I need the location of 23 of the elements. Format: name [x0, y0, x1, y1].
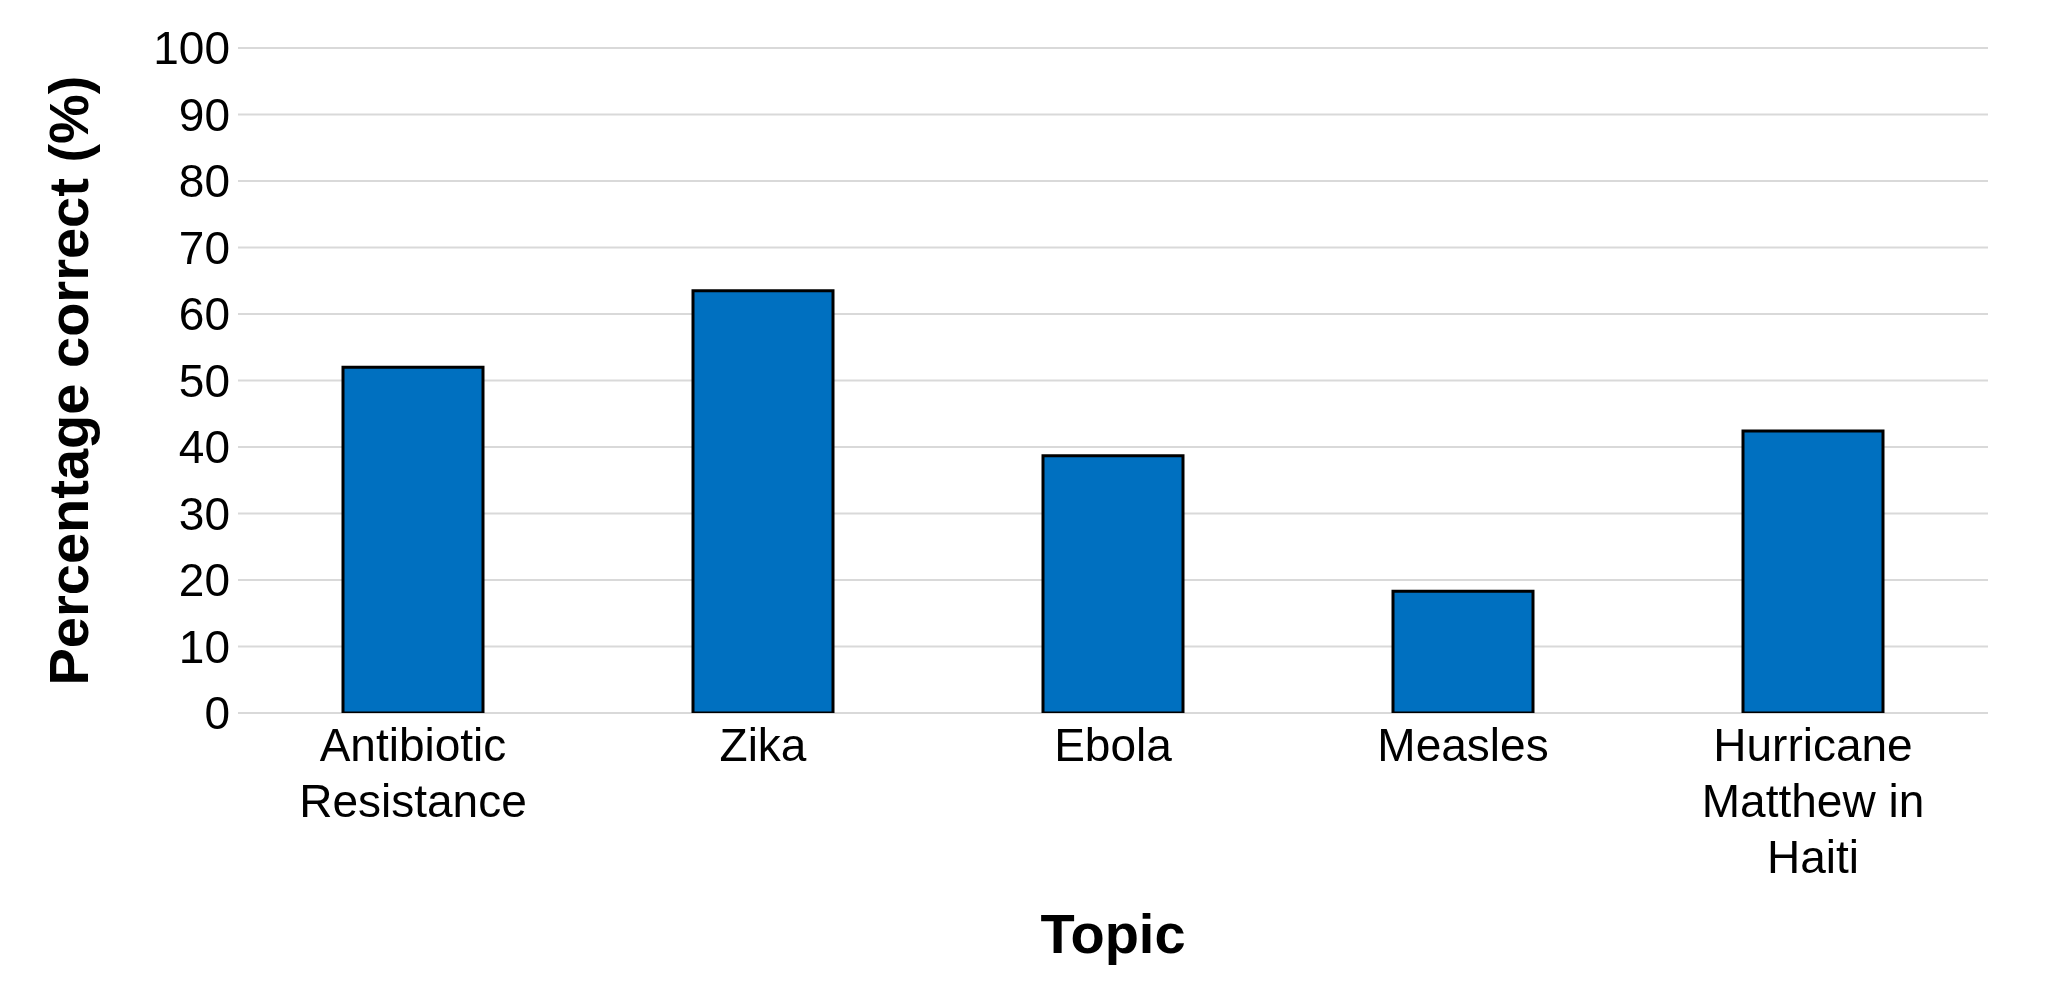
bar — [341, 365, 485, 713]
y-tick-label: 30 — [178, 487, 230, 540]
x-tick-label: Ebola — [1054, 719, 1173, 771]
bar — [1391, 589, 1535, 713]
x-tick-label: Hurricane Matthew in Haiti — [1701, 719, 1925, 883]
y-axis-title: Percentage correct (%) — [36, 75, 100, 686]
y-tick-label: 80 — [178, 155, 230, 208]
bar — [691, 289, 835, 713]
y-tick-label: 60 — [178, 288, 230, 341]
x-axis-title: Topic — [1040, 902, 1186, 965]
y-tick-label: 0 — [204, 687, 230, 740]
x-tick-label: Zika — [719, 719, 807, 771]
y-tick-label: 20 — [178, 554, 230, 607]
y-tick-label: 90 — [178, 88, 230, 141]
y-tick-label: 40 — [178, 421, 230, 474]
y-tick-label: 10 — [178, 620, 230, 673]
y-tick-label: 50 — [178, 354, 230, 407]
bar — [1741, 429, 1885, 713]
bar — [1041, 454, 1185, 713]
x-tick-label: Antibiotic Resistance — [299, 719, 527, 827]
y-tick-label: 100 — [153, 22, 230, 75]
y-tick-label: 70 — [178, 221, 230, 274]
x-tick-label: Measles — [1377, 719, 1549, 771]
